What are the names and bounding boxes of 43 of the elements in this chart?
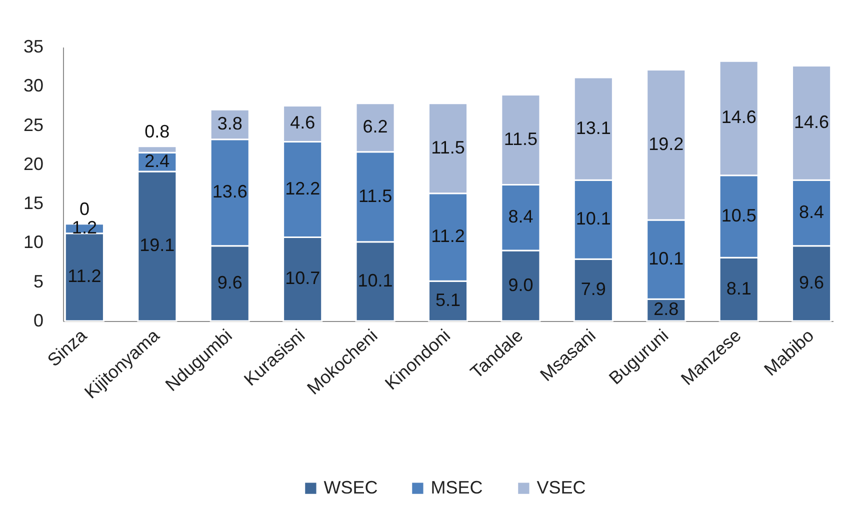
data-label: 2.8 (654, 299, 679, 320)
data-label: 10.5 (721, 205, 756, 226)
y-tick-label: 5 (33, 271, 44, 292)
data-label: 14.6 (721, 107, 756, 128)
data-label: 7.9 (580, 279, 606, 300)
data-label: 8.4 (508, 206, 534, 227)
data-label: 11.5 (431, 137, 465, 158)
y-tick-label: 20 (23, 154, 44, 174)
data-label: 4.6 (290, 112, 316, 133)
data-label: 0 (79, 198, 90, 219)
data-label: 10.7 (285, 268, 320, 288)
data-label: 6.2 (362, 116, 388, 137)
y-tick-label: 25 (23, 114, 44, 135)
legend-label: VSEC (536, 477, 586, 498)
data-label: 14.6 (794, 112, 830, 132)
y-tick-label: 30 (23, 76, 44, 96)
data-label: 11.5 (504, 128, 538, 149)
y-tick-label: 15 (23, 193, 44, 214)
data-label: 9.6 (217, 272, 242, 292)
legend-label: MSEC (430, 477, 483, 498)
data-label: 10.1 (358, 270, 393, 290)
data-label: 8.4 (799, 202, 824, 222)
data-label: 9.6 (799, 272, 824, 292)
y-tick-label: 35 (23, 36, 44, 56)
data-label: 11.2 (68, 266, 102, 286)
data-label: 2.4 (144, 151, 170, 172)
y-tick-label: 0 (33, 310, 44, 330)
data-label: 9.0 (508, 274, 534, 295)
data-label: 13.1 (576, 118, 611, 138)
y-tick-label: 10 (23, 232, 44, 252)
data-label: 8.1 (726, 278, 752, 298)
data-label: 19.2 (648, 134, 684, 154)
data-label: 11.5 (358, 186, 392, 206)
data-label: 10.1 (648, 248, 684, 269)
data-label: 3.8 (217, 114, 242, 134)
data-label: 13.6 (212, 182, 248, 202)
data-label: 12.2 (285, 178, 320, 198)
data-label: 0.8 (144, 121, 170, 142)
data-label: 10.1 (576, 208, 611, 229)
data-label: 5.1 (435, 290, 461, 310)
data-label: 19.1 (140, 235, 175, 256)
legend-label: WSEC (324, 477, 378, 498)
data-label: 11.2 (431, 226, 465, 246)
